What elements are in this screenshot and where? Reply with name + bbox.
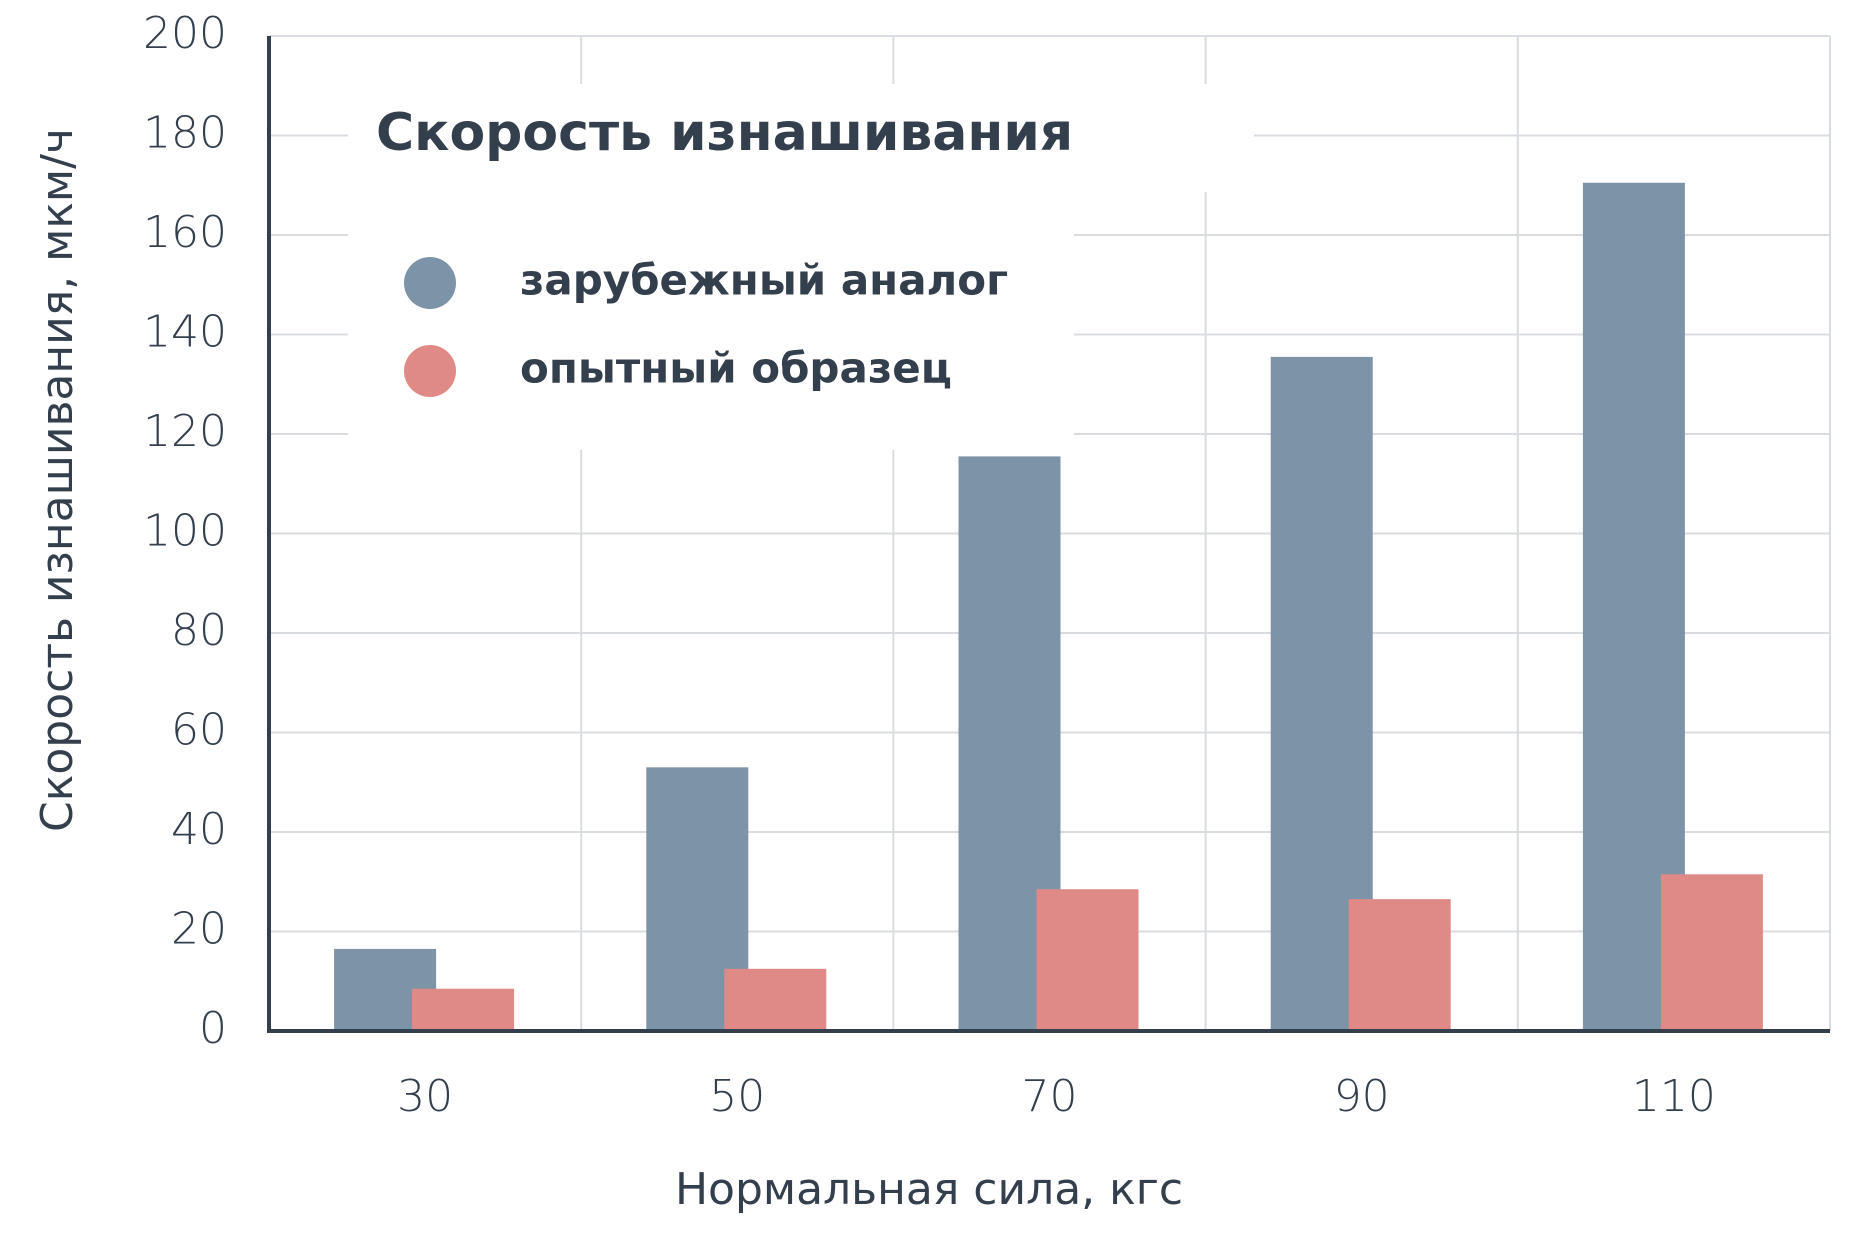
legend-marker <box>404 345 456 397</box>
y-tick-label: 120 <box>143 406 227 457</box>
x-axis-title: Нормальная сила, кгс <box>675 1164 1183 1215</box>
y-tick-label: 160 <box>143 207 227 258</box>
y-tick-label: 200 <box>143 8 227 59</box>
y-tick-label: 80 <box>171 605 227 656</box>
legend-background <box>348 84 1254 192</box>
y-tick-label: 0 <box>199 1003 227 1054</box>
y-axis-title: Скорость изнашивания, мкм/ч <box>32 128 83 832</box>
bar <box>412 988 515 1031</box>
bar <box>724 968 827 1031</box>
legend-background <box>348 192 1074 450</box>
x-tick-label: 90 <box>1334 1071 1390 1122</box>
bar <box>1348 899 1451 1031</box>
chart-title: Скорость изнашивания <box>376 103 1073 163</box>
bar <box>1036 889 1139 1031</box>
x-tick-label: 50 <box>709 1071 765 1122</box>
y-tick-label: 20 <box>171 904 227 955</box>
legend-marker <box>404 257 456 309</box>
y-tick-label: 40 <box>171 804 227 855</box>
legend-label: опытный образец <box>520 344 952 393</box>
x-tick-label: 30 <box>397 1071 453 1122</box>
x-tick-label: 110 <box>1632 1071 1716 1122</box>
bar <box>1660 874 1763 1031</box>
y-tick-label: 140 <box>143 307 227 358</box>
x-tick-label: 70 <box>1022 1071 1078 1122</box>
y-tick-label: 60 <box>171 705 227 756</box>
y-tick-label: 100 <box>143 506 227 557</box>
legend-label: зарубежный аналог <box>520 256 1008 305</box>
y-tick-label: 180 <box>143 108 227 159</box>
